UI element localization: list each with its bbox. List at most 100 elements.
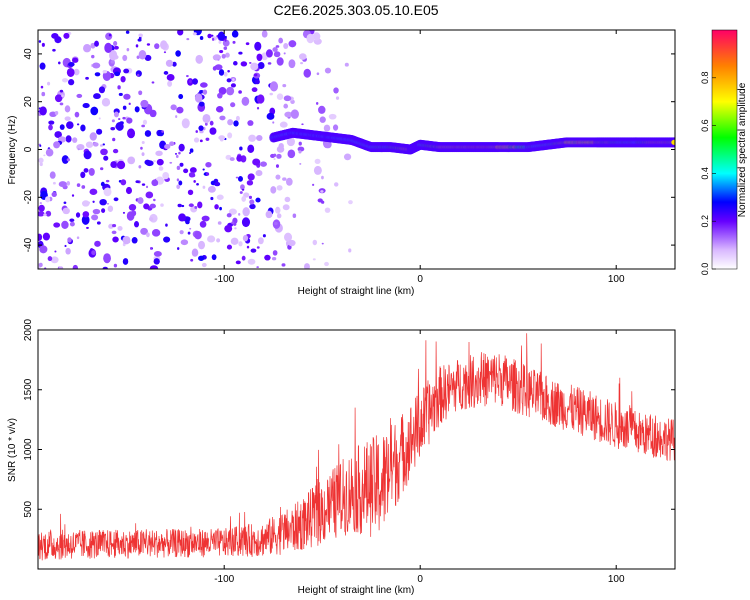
spectrogram-cell: [67, 237, 72, 243]
spectrogram-cell: [230, 83, 236, 88]
spectrogram-cell: [241, 188, 245, 191]
spectrogram-cell: [284, 111, 293, 118]
spectrogram-cell: [188, 152, 192, 155]
spectrogram-cell: [239, 191, 243, 194]
spectrogram-cell: [117, 118, 121, 120]
spectrogram-cell: [112, 236, 119, 243]
spectrogram-cell: [321, 200, 325, 204]
spectrogram-cell: [189, 167, 197, 174]
spectrogram-cell: [130, 210, 137, 217]
spectrogram-cell: [239, 146, 243, 151]
spectrogram-cell: [324, 207, 331, 213]
spectrogram-cell: [149, 217, 154, 221]
spectrogram-cell: [276, 153, 282, 159]
snr-series-line: [38, 333, 675, 561]
spectrogram-cell: [89, 132, 97, 141]
spectrogram-x-ticks: -100 0 100: [214, 30, 625, 285]
spectrogram-cell: [241, 217, 251, 228]
spectrogram-cell: [256, 135, 263, 142]
spectrogram-cell: [51, 33, 59, 39]
spectrogram-cell: [155, 150, 163, 157]
spectrogram-cell: [282, 177, 287, 181]
spectrogram-cell: [238, 213, 241, 216]
spectrogram-cell: [118, 92, 123, 97]
spectrogram-cell: [273, 153, 277, 157]
spectrogram-cell: [202, 168, 205, 171]
spectrogram-cell: [113, 40, 118, 46]
spectrogram-cell: [175, 154, 179, 159]
spectrogram-cell: [145, 191, 154, 199]
spectrogram-cell: [272, 250, 278, 256]
spectrogram-cell: [256, 94, 265, 104]
spectrogram-cell: [144, 54, 152, 61]
spectrogram-cell: [163, 71, 169, 75]
spectrogram-cell: [151, 179, 159, 187]
spectrogram-cell: [229, 157, 235, 162]
colorbar-gradient: [712, 30, 737, 269]
spectrogram-cell: [64, 244, 67, 248]
spectrogram-cell: [149, 203, 156, 209]
y-tick-label: 1000: [23, 438, 34, 461]
spectrogram-cell: [287, 244, 292, 250]
spectrogram-cell: [187, 231, 191, 235]
spectrogram-cell: [112, 223, 117, 228]
spectrogram-cell: [207, 185, 216, 193]
spectrogram-cell: [250, 248, 257, 253]
spectrogram-cell: [75, 212, 81, 218]
spectrogram-cell: [128, 204, 137, 211]
spectrogram-cell: [65, 135, 72, 143]
spectrogram-cell: [113, 45, 119, 50]
spectrogram-cell: [304, 263, 310, 269]
spectrogram-cell: [80, 171, 86, 179]
spectrogram-cell: [264, 254, 271, 261]
spectrogram-cell: [158, 166, 164, 171]
spectrogram-cell: [188, 203, 194, 208]
spectrogram-cell: [287, 239, 296, 247]
spectrogram-cell: [312, 239, 318, 246]
spectrogram-cell: [242, 207, 250, 217]
snr-panel: -100 0 100 500 1000 1500 2000 Height of strai…: [7, 318, 676, 596]
spectrogram-cell: [254, 79, 260, 85]
spectrogram-cell: [125, 30, 130, 34]
spectrogram-panel: -100 0 100 -40 -20 0 20 40 Height of straight …: [7, 29, 676, 297]
spectrogram-cell: [328, 113, 337, 120]
spectrogram-cell: [217, 31, 226, 41]
spectrogram-cell: [207, 33, 212, 39]
spectrogram-cell: [117, 85, 121, 90]
spectrogram-cell: [283, 95, 292, 102]
spectrogram-cell: [134, 106, 140, 113]
spectrogram-cell: [122, 116, 126, 120]
spectrogram-cell: [63, 32, 70, 39]
spectrogram-cell: [212, 54, 221, 61]
spectrogram-cell: [332, 124, 339, 131]
spectrogram-cell: [91, 250, 96, 256]
spectrogram-cell: [63, 201, 67, 204]
spectrogram-cell: [64, 116, 71, 121]
spectrogram-cell: [275, 164, 280, 168]
spectrogram-cell: [69, 221, 75, 227]
spectrogram-cell: [231, 221, 235, 225]
spectrogram-cell: [202, 113, 211, 124]
spectrogram-cell: [38, 204, 45, 212]
spectrogram-cell: [38, 157, 44, 164]
spectrogram-cell: [58, 181, 67, 188]
spectrogram-cell: [234, 227, 237, 230]
x-tick-label: -100: [214, 574, 234, 585]
spectrogram-cell: [312, 183, 315, 186]
spectrogram-cell: [163, 51, 167, 54]
spectrogram-cell: [185, 219, 190, 225]
spectrogram-cell: [153, 258, 160, 265]
spectrogram-cell: [141, 140, 145, 144]
spectrogram-cell: [238, 90, 242, 94]
spectrogram-cell: [41, 42, 45, 47]
spectrogram-cell: [146, 43, 151, 46]
spectrogram-cell: [195, 130, 198, 133]
spectrogram-cell: [167, 80, 173, 87]
spectrogram-cell: [54, 110, 59, 116]
spectrogram-cell: [217, 92, 223, 99]
spectrogram-cell: [38, 211, 45, 217]
spectrogram-cell: [175, 50, 181, 57]
spectrogram-cell: [61, 94, 64, 98]
spectrogram-x-label: Height of straight line (km): [298, 286, 415, 297]
spectrogram-cell: [210, 196, 214, 201]
